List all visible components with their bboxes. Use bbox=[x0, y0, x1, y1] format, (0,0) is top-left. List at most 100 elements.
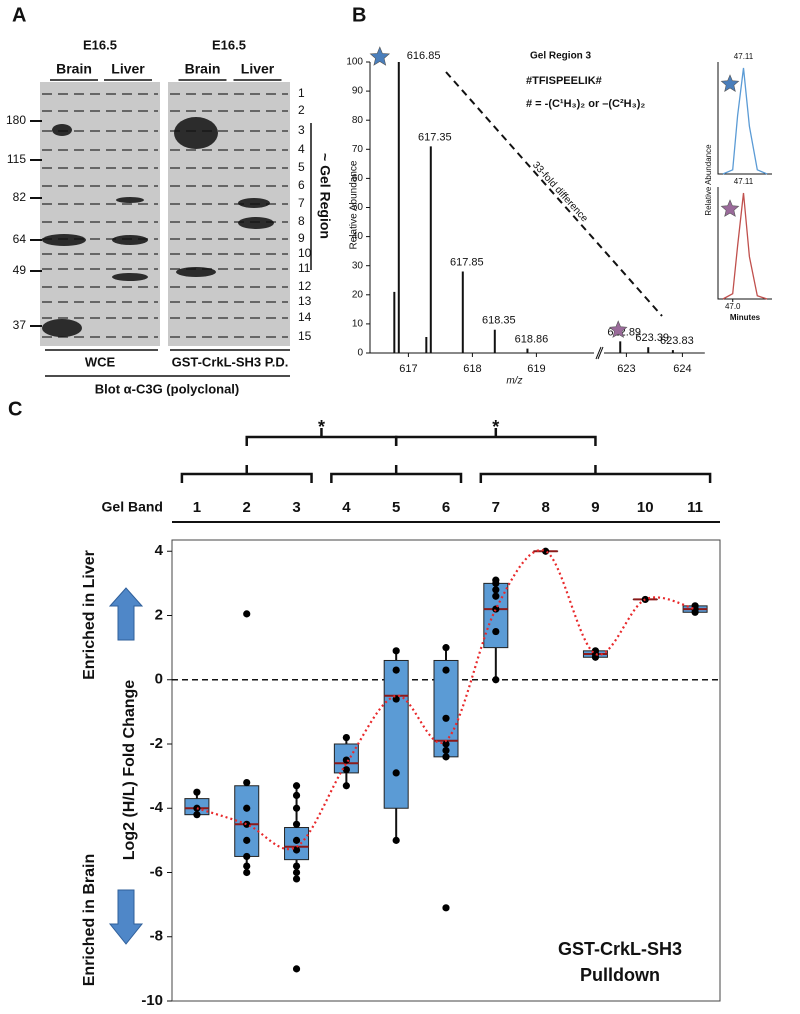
sample-label: GST-CrkL-SH3 P.D. bbox=[172, 354, 289, 369]
x-tick-label: 9 bbox=[591, 499, 599, 516]
inset-x-label: Minutes bbox=[730, 313, 761, 322]
y-tick-label: 60 bbox=[352, 173, 364, 184]
data-point bbox=[243, 820, 251, 828]
data-point bbox=[292, 875, 301, 883]
protein-band bbox=[52, 124, 72, 136]
data-point bbox=[342, 782, 350, 790]
data-point bbox=[392, 836, 400, 844]
panel-label: C bbox=[8, 398, 22, 420]
peak-label: 617.85 bbox=[450, 256, 484, 268]
bracket bbox=[479, 465, 712, 483]
gel-region-number: 3 bbox=[298, 123, 305, 137]
blot bbox=[40, 82, 160, 346]
peak-label: 623.39 bbox=[635, 332, 669, 344]
gel-region-number: 14 bbox=[298, 310, 312, 324]
significance-label: * bbox=[492, 417, 499, 437]
y-tick-label: -2 bbox=[150, 735, 163, 752]
x-tick-label: 623 bbox=[617, 363, 635, 375]
stage-label: E16.5 bbox=[212, 37, 246, 52]
annotation: Gel Region 3 bbox=[530, 51, 592, 62]
y-tick-label: -6 bbox=[150, 863, 163, 880]
data-point bbox=[492, 592, 500, 600]
data-point bbox=[442, 714, 450, 722]
direction-label: Enriched in Brain bbox=[81, 854, 98, 986]
data-point bbox=[442, 746, 450, 755]
peak-label: 618.86 bbox=[515, 334, 549, 346]
legend-text: GST-CrkL-SH3 bbox=[558, 939, 682, 959]
sample-label: WCE bbox=[85, 354, 116, 369]
mw-label: 64 bbox=[13, 232, 27, 246]
gel-region-number: 13 bbox=[298, 294, 312, 308]
x-axis-label: m/z bbox=[506, 376, 522, 387]
bracket bbox=[180, 465, 313, 483]
x-tick-label: 4 bbox=[342, 499, 351, 516]
peak-label: 617.35 bbox=[418, 131, 452, 143]
data-point bbox=[442, 753, 450, 761]
light-star bbox=[369, 46, 391, 66]
y-tick-label: 10 bbox=[352, 319, 364, 330]
inset-axes bbox=[717, 62, 772, 175]
heavy-star bbox=[608, 320, 628, 338]
blot-label: Blot α-C3G (polyclonal) bbox=[95, 381, 240, 396]
gel-region-label: ~ Gel Region bbox=[317, 153, 333, 239]
inset-star bbox=[720, 199, 740, 217]
inset-axes bbox=[717, 187, 772, 300]
data-point bbox=[243, 836, 251, 844]
x-tick-label: 5 bbox=[392, 499, 400, 516]
fold-line bbox=[445, 71, 663, 317]
data-point bbox=[292, 868, 301, 877]
y-tick-label: 20 bbox=[352, 289, 364, 300]
gel-region-number: 7 bbox=[298, 196, 305, 210]
data-point bbox=[492, 579, 500, 587]
y-tick-label: 50 bbox=[352, 202, 364, 213]
lane-label: Liver bbox=[111, 61, 145, 77]
data-point bbox=[292, 846, 301, 854]
y-tick-label: 70 bbox=[352, 144, 364, 155]
mw-label: 49 bbox=[13, 263, 27, 277]
data-point bbox=[243, 804, 251, 812]
data-point bbox=[292, 782, 301, 790]
x-tick-label: 3 bbox=[292, 499, 300, 516]
x-axis-label: Gel Band bbox=[102, 499, 163, 515]
protein-band bbox=[238, 198, 270, 208]
data-point bbox=[243, 868, 251, 877]
y-tick-label: 100 bbox=[346, 57, 363, 68]
y-tick-label: 0 bbox=[357, 348, 363, 359]
y-tick-label: 80 bbox=[352, 115, 364, 126]
data-point bbox=[342, 733, 350, 742]
x-tick-label: 1 bbox=[193, 499, 201, 516]
data-point bbox=[292, 862, 301, 870]
data-point bbox=[392, 647, 400, 655]
arrow-up bbox=[108, 587, 144, 641]
inset-y-label: Relative Abundance bbox=[704, 144, 713, 216]
data-point bbox=[591, 647, 600, 655]
stage-label: E16.5 bbox=[83, 37, 117, 52]
y-tick-label: 4 bbox=[155, 542, 164, 559]
x-tick-label: 11 bbox=[687, 499, 703, 516]
protein-band bbox=[176, 267, 216, 277]
data-point bbox=[292, 804, 301, 812]
peak-label: 623.83 bbox=[660, 335, 694, 347]
x-tick-label: 10 bbox=[637, 499, 654, 516]
protein-band bbox=[112, 273, 148, 281]
data-point bbox=[243, 610, 251, 618]
box bbox=[383, 659, 409, 809]
data-point bbox=[392, 769, 400, 777]
data-point bbox=[292, 791, 301, 799]
data-point bbox=[442, 740, 450, 748]
chromatogram bbox=[722, 192, 768, 300]
axis-break bbox=[595, 346, 604, 360]
y-tick-label: 40 bbox=[352, 231, 364, 242]
data-point bbox=[193, 811, 201, 819]
x-tick-label: 8 bbox=[541, 499, 549, 516]
data-point bbox=[492, 676, 500, 684]
annotation: #TFISPEELIK# bbox=[526, 75, 602, 87]
apex-label: 47.11 bbox=[734, 52, 754, 61]
protein-band bbox=[238, 217, 274, 229]
gel-region-number: 2 bbox=[298, 103, 305, 117]
x-tick-label: 617 bbox=[399, 363, 417, 375]
plot-frame bbox=[171, 539, 721, 1002]
panel-label: A bbox=[12, 4, 26, 26]
data-point bbox=[243, 852, 251, 861]
annotation: # = -(C¹H₃)₂ or –(C²H₃)₂ bbox=[526, 98, 645, 110]
